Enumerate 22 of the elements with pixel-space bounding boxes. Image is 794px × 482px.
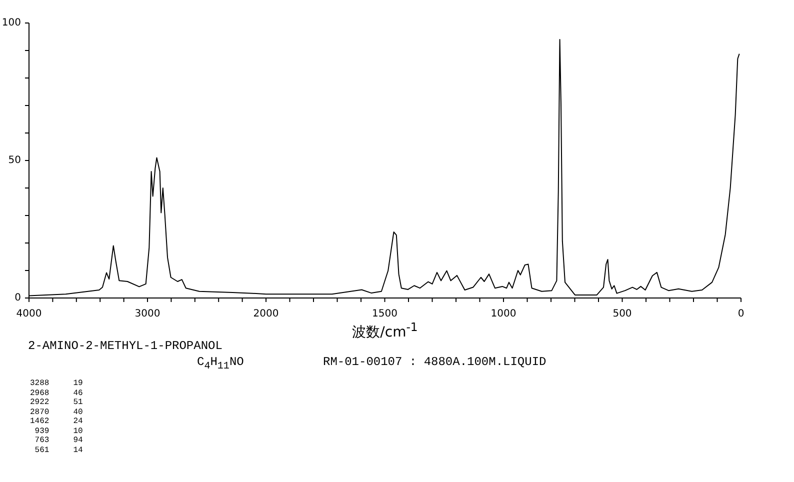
text: C$_{4}$H$_{11}$NO [197, 355, 244, 372]
text: 763 94 [34, 436, 83, 446]
text: 2870 40 [30, 408, 83, 417]
x-tick-label: 500 [612, 308, 632, 320]
text: 3288 19 [30, 379, 83, 388]
x-tick-label: 1000 [490, 308, 516, 320]
text: 1462 24 [30, 417, 83, 426]
y-tick-label: 0 [14, 292, 21, 304]
text: 939 10 [34, 426, 83, 436]
text: 2968 46 [30, 388, 83, 398]
text: 561 14 [34, 446, 83, 455]
x-tick-label: 2000 [253, 308, 279, 320]
y-tick-label: 50 [8, 155, 21, 166]
x-tick-label: 4000 [16, 308, 42, 320]
x-tick-label: 0 [738, 308, 744, 320]
y-tick-label: 100 [2, 18, 21, 29]
x-tick-label: 3000 [134, 308, 160, 320]
text: RM-01-00107 : 4880A.100M.LIQUID [323, 355, 546, 369]
text: 2922 51 [30, 398, 83, 408]
x-tick-label: 1500 [372, 308, 398, 320]
text: 2-AMINO-2-METHYL-1-PROPANOL [28, 339, 222, 353]
x-axis-title: 波数/cm$^{-1}$ [352, 320, 418, 342]
